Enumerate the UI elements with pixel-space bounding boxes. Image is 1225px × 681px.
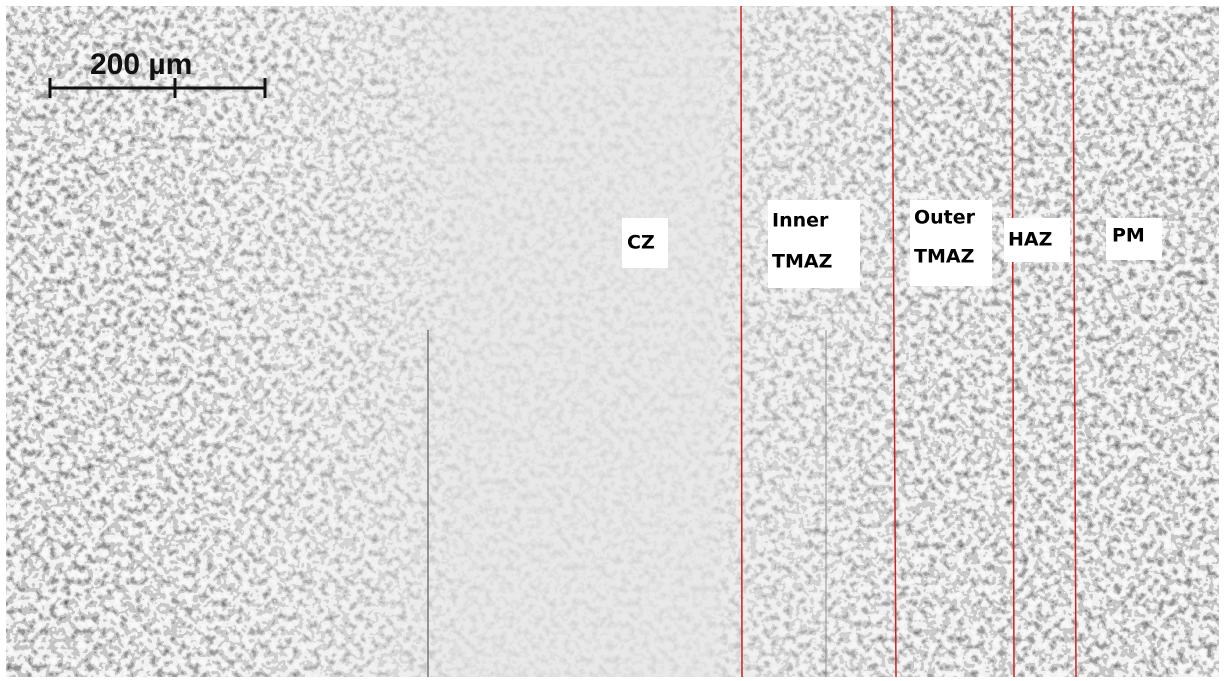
zone-text: CZ bbox=[627, 232, 655, 254]
zone-label: PM bbox=[1106, 218, 1162, 260]
zone-text: TMAZ bbox=[772, 251, 832, 273]
zone-text: Inner bbox=[772, 210, 829, 232]
zone-text: TMAZ bbox=[914, 246, 974, 268]
zone-label: Inner TMAZ bbox=[768, 200, 860, 288]
micrograph: 200 µm CZ Inner TMAZ Outer TMAZ HAZ PM bbox=[0, 0, 1225, 681]
zone-label: CZ bbox=[622, 218, 668, 268]
zone-label: Outer TMAZ bbox=[910, 200, 992, 286]
zone-text: HAZ bbox=[1008, 229, 1052, 251]
zone-label: HAZ bbox=[1004, 218, 1070, 262]
zone-text: PM bbox=[1112, 225, 1145, 247]
scale-label: 200 µm bbox=[90, 48, 192, 81]
zone-text: Outer bbox=[914, 207, 976, 229]
sample-image bbox=[6, 6, 1219, 677]
